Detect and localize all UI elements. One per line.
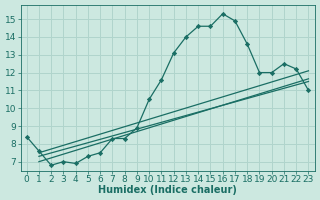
X-axis label: Humidex (Indice chaleur): Humidex (Indice chaleur) xyxy=(98,185,237,195)
